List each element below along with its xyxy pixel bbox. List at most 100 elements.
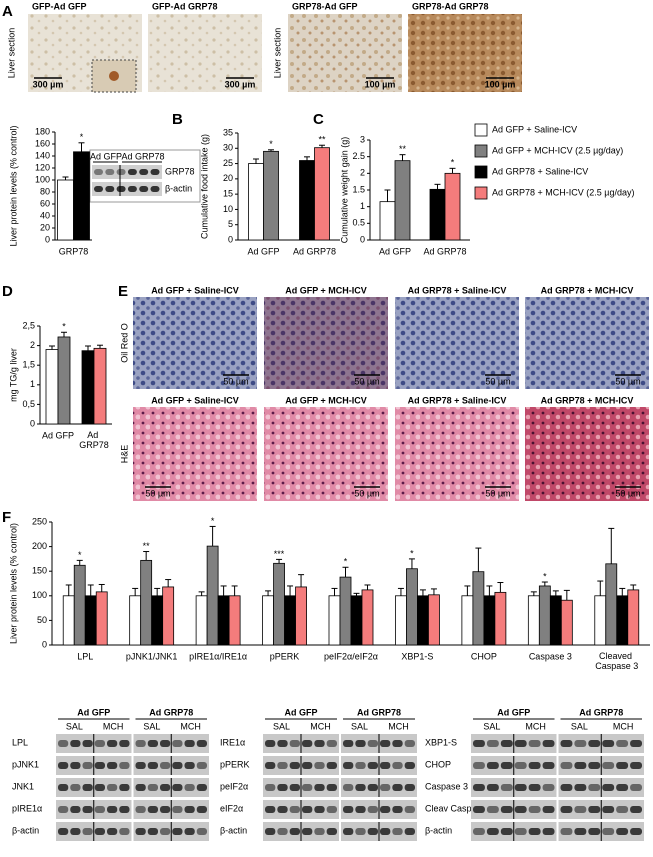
blot-band [343,762,354,769]
image-title: Ad GFP + MCH-ICV [285,395,367,405]
blot-row: β-actin [425,825,452,835]
blot-band [588,806,601,813]
blot-band [196,784,207,791]
row-label: Oil Red O [119,323,129,363]
blot-band [160,762,171,769]
blot-band [147,740,158,747]
blot-band [58,828,69,835]
blot-band [602,740,615,747]
blot-band [355,740,366,747]
blot-row: JNK1 [12,781,34,791]
bar [627,589,640,646]
blot-column: Ad GRP78 [121,151,164,161]
blot-row: GRP78 [165,166,195,176]
blot-strip [92,165,162,179]
blot-band [343,740,354,747]
scale-label: 300 µm [225,79,256,89]
blot-lane: SAL [571,721,588,731]
blot-band [574,806,587,813]
blot-column: Ad GRP78 [357,707,401,717]
blot-band [500,784,513,791]
significance: * [344,557,348,567]
blot-band [139,186,149,192]
blot-band [277,762,288,769]
x-tick-label: Ad GRP78 [293,246,336,256]
blot-band [94,740,105,747]
blot-band [265,740,276,747]
row-label: Liver section [6,28,16,79]
blot-lane: MCH [310,721,331,731]
blot-band [367,740,378,747]
image-title: Ad GRP78 + Saline-ICV [408,395,507,405]
blot-band [380,762,391,769]
blot-band [486,762,499,769]
blot-band [326,762,337,769]
image-title: Ad GFP + MCH-ICV [285,285,367,295]
blot-band [473,762,485,769]
blot-band [392,784,403,791]
blot-column: Ad GFP [285,707,318,717]
blot-band [326,784,337,791]
micrograph [288,14,402,92]
bar [73,151,90,241]
y-axis-title: Liver protein levels (% control) [8,125,18,246]
y-tick-label: 160 [35,138,50,148]
bar [299,160,315,241]
legend-swatch [474,123,488,137]
legend-label: Ad GRP78 + MCH-ICV (2.5 µg/day) [492,187,634,197]
blot-lane: MCH [613,721,634,731]
row-label: H&E [119,445,129,464]
blot-column: Ad GFP [90,151,122,161]
scale-label: 50 µm [615,488,640,498]
micrograph [525,297,649,389]
micrograph [395,407,519,501]
blot-band [70,740,81,747]
blot-band [196,762,207,769]
y-tick-label: 1,5 [22,360,35,370]
significance: * [269,139,273,149]
significance: *** [274,549,285,559]
blot-band [184,806,195,813]
bar [95,591,108,646]
blot-band [616,762,629,769]
bar [417,595,429,646]
blot-lane: MCH [180,721,201,731]
blot-row: β-actin [12,825,39,835]
significance: ** [143,541,151,551]
blot-band [58,784,69,791]
y-tick-label: 180 [35,126,50,136]
blot-band [277,740,288,747]
y-tick-label: 200 [32,541,47,551]
blot-band [302,828,313,835]
y-tick-label: 2.5 [352,151,365,161]
bar [616,595,629,646]
bar [217,595,230,646]
blot-band [150,186,160,192]
blot-band [380,784,391,791]
y-tick-label: 2 [30,340,35,350]
row-label: Liver section [272,28,282,79]
significance: * [80,132,84,142]
blot-band [184,740,195,747]
significance: * [62,322,66,332]
y-tick-label: 0.5 [352,218,365,228]
blot-band [404,806,415,813]
blot-band [574,828,587,835]
blot-band [630,784,642,791]
blot-band [500,828,513,835]
bar [527,595,540,646]
blot-band [265,762,276,769]
x-tick-label: Ad GFP [247,246,279,256]
y-tick-label: 35 [223,127,233,137]
blot-band [135,806,146,813]
significance: * [211,516,215,526]
blot-band [58,762,69,769]
panel-label: D [2,283,13,300]
blot-band [107,784,118,791]
blot-band [542,762,555,769]
blot-column: Ad GFP [77,707,110,717]
y-tick-label: 20 [223,173,233,183]
blot-band [616,828,629,835]
blot-band [367,762,378,769]
scale-label: 50 µm [485,376,510,386]
